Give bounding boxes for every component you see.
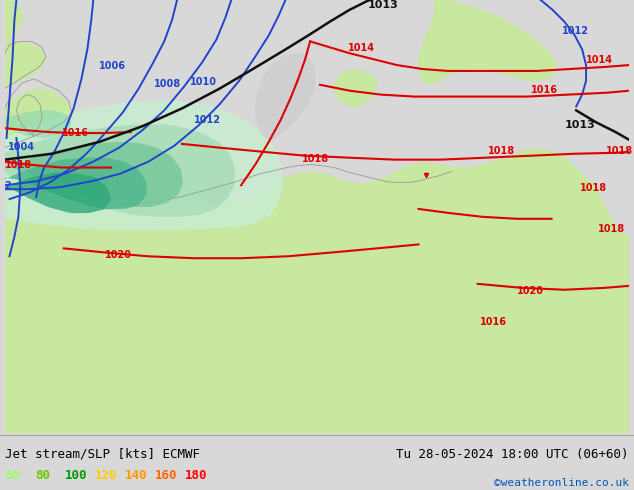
Text: 1004: 1004 [8,142,34,152]
Text: 1006: 1006 [99,61,126,71]
Text: 1012: 1012 [194,115,221,125]
Text: 1016: 1016 [479,317,507,327]
Text: 1016: 1016 [531,85,558,95]
Text: 1018: 1018 [605,146,633,156]
Text: 1014: 1014 [347,43,375,53]
Polygon shape [4,158,146,209]
Polygon shape [4,41,46,89]
Text: 1018: 1018 [488,146,515,156]
Text: 140: 140 [125,469,148,482]
Polygon shape [4,100,283,231]
Text: 100: 100 [65,469,87,482]
Text: ©weatheronline.co.uk: ©weatheronline.co.uk [494,478,629,488]
Text: 1012: 1012 [562,25,590,35]
Polygon shape [4,110,72,138]
Polygon shape [4,172,111,213]
Text: 2: 2 [4,181,11,191]
Text: 80: 80 [35,469,50,482]
Text: 1020: 1020 [105,250,132,260]
Text: 1010: 1010 [190,77,217,87]
Polygon shape [255,53,316,142]
Text: 1018: 1018 [598,223,625,234]
Text: 180: 180 [185,469,207,482]
Text: 160: 160 [155,469,178,482]
Text: 1014: 1014 [586,55,613,65]
Text: 1016: 1016 [61,128,89,138]
Text: 1018: 1018 [4,160,32,170]
Polygon shape [4,142,183,207]
Polygon shape [333,69,377,108]
Polygon shape [4,89,74,148]
Text: 60: 60 [5,469,20,482]
Text: 1008: 1008 [155,79,181,89]
Text: 1018: 1018 [302,154,329,164]
Polygon shape [4,0,24,44]
Polygon shape [418,0,557,85]
Polygon shape [4,148,630,434]
Text: 1018: 1018 [580,183,607,193]
Text: 1013: 1013 [367,0,398,10]
Text: 1013: 1013 [564,120,595,130]
Polygon shape [4,124,235,217]
Text: Tu 28-05-2024 18:00 UTC (06+60): Tu 28-05-2024 18:00 UTC (06+60) [396,448,629,461]
Text: Jet stream/SLP [kts] ECMWF: Jet stream/SLP [kts] ECMWF [5,448,200,461]
Text: 1020: 1020 [517,286,544,295]
Text: 120: 120 [95,469,117,482]
